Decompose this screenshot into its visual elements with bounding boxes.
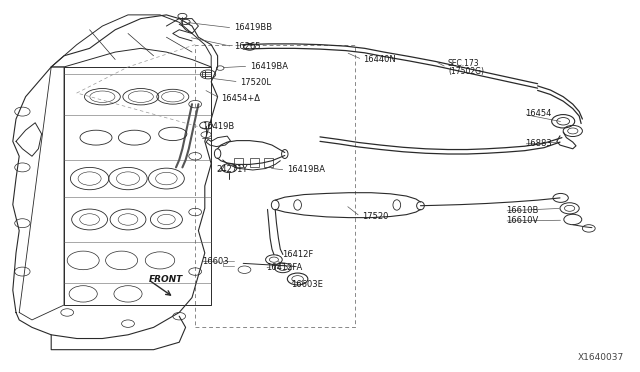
Text: 16883: 16883 bbox=[525, 139, 552, 148]
Text: 16412F: 16412F bbox=[282, 250, 313, 259]
Text: X1640037: X1640037 bbox=[578, 353, 624, 362]
Text: 16454: 16454 bbox=[525, 109, 551, 118]
Text: 16610B: 16610B bbox=[506, 206, 538, 215]
Text: 17520: 17520 bbox=[362, 212, 388, 221]
Text: 16419BA: 16419BA bbox=[287, 165, 324, 174]
Text: 16454+Δ: 16454+Δ bbox=[221, 94, 260, 103]
Text: 16265: 16265 bbox=[234, 42, 260, 51]
Bar bbox=[195, 45, 355, 327]
Text: 16412FA: 16412FA bbox=[266, 263, 302, 272]
Text: FRONT: FRONT bbox=[148, 275, 183, 284]
Bar bbox=[234, 158, 243, 167]
Bar bbox=[250, 158, 259, 167]
Bar bbox=[264, 158, 273, 167]
Text: 16610V: 16610V bbox=[506, 216, 538, 225]
Text: (17502G): (17502G) bbox=[448, 67, 484, 76]
Text: SEC.173: SEC.173 bbox=[448, 59, 479, 68]
Text: 16440N: 16440N bbox=[364, 55, 396, 64]
Text: 16419BA: 16419BA bbox=[250, 62, 287, 71]
Text: 16603E: 16603E bbox=[291, 280, 323, 289]
Text: 16603: 16603 bbox=[202, 257, 228, 266]
Text: 17520L: 17520L bbox=[240, 78, 271, 87]
Text: 16419BB: 16419BB bbox=[234, 23, 272, 32]
Text: 16419B: 16419B bbox=[202, 122, 234, 131]
Text: 24271Y: 24271Y bbox=[216, 165, 248, 174]
